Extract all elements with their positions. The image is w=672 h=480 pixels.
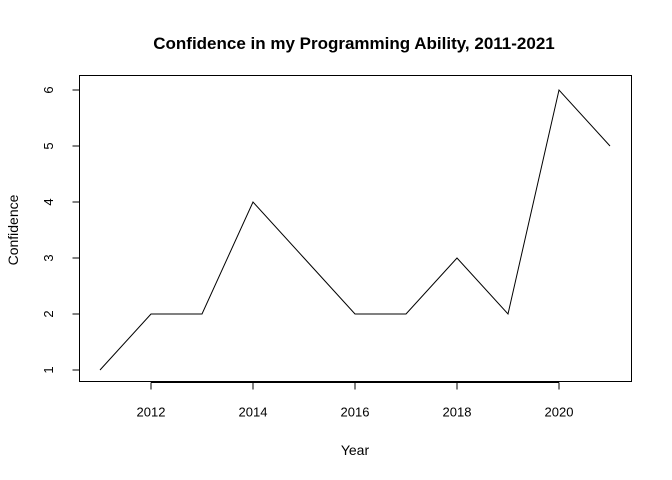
x-axis: 2012 2014 2016 2018 2020 bbox=[137, 382, 574, 420]
x-axis-label: Year bbox=[341, 442, 370, 458]
chart-title: Confidence in my Programming Ability, 20… bbox=[153, 34, 555, 53]
x-tick-label: 2016 bbox=[341, 405, 370, 420]
y-axis: 1 2 3 4 5 6 bbox=[41, 86, 80, 374]
x-tick-label: 2020 bbox=[545, 405, 574, 420]
x-tick-label: 2018 bbox=[443, 405, 472, 420]
y-tick-label: 1 bbox=[41, 366, 56, 373]
y-tick-label: 2 bbox=[41, 310, 56, 317]
plot-frame bbox=[79, 75, 632, 382]
y-tick-label: 4 bbox=[41, 198, 56, 205]
y-tick-label: 3 bbox=[41, 254, 56, 261]
x-tick-label: 2012 bbox=[137, 405, 166, 420]
y-tick-label: 6 bbox=[41, 86, 56, 93]
series-line bbox=[99, 88, 611, 371]
y-axis-label: Confidence bbox=[5, 194, 21, 265]
x-tick-label: 2014 bbox=[239, 405, 268, 420]
y-tick-label: 5 bbox=[41, 142, 56, 149]
